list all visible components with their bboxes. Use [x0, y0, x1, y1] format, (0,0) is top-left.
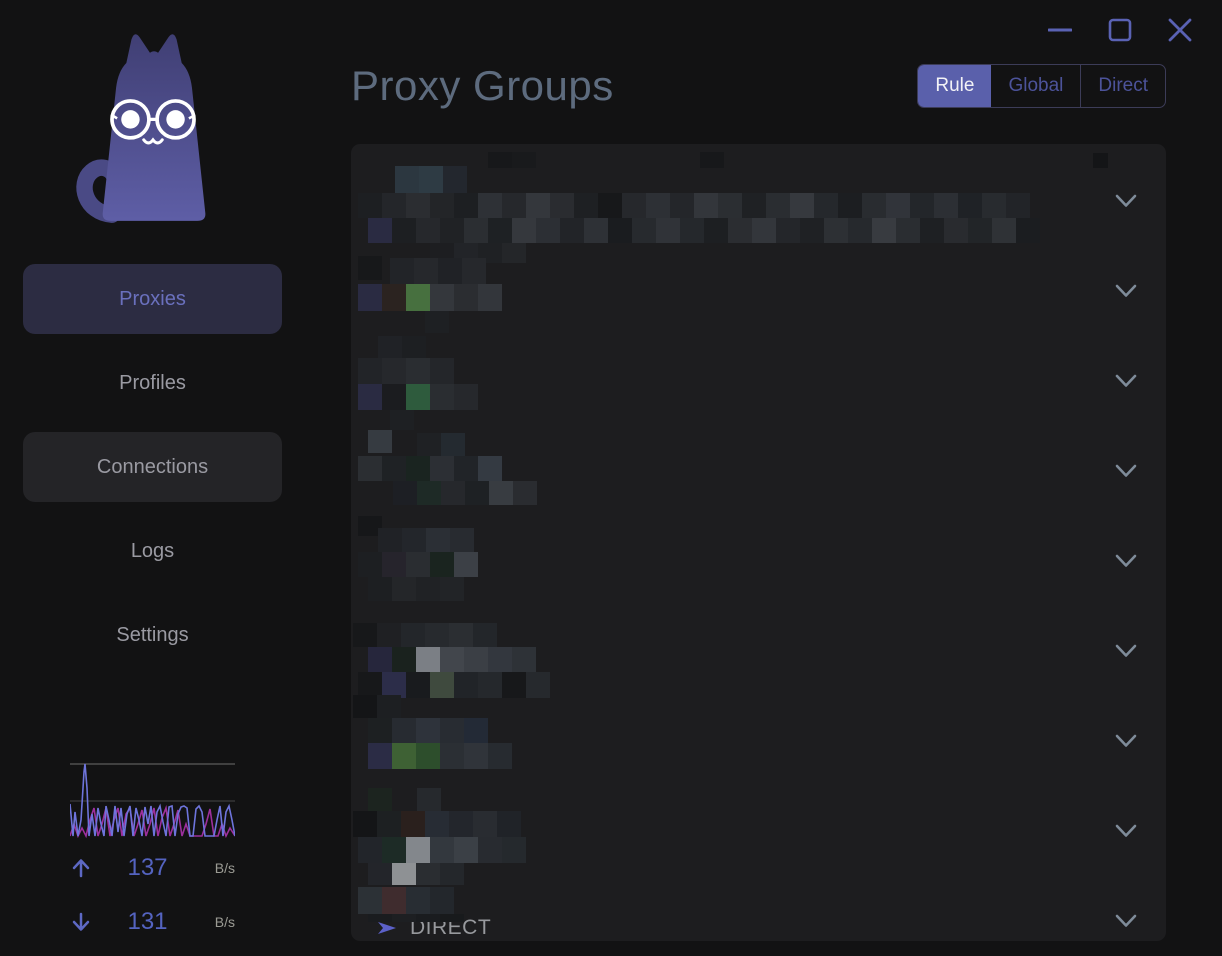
download-speed-unit: B/s [214, 914, 235, 930]
group-expand-chevron-icon[interactable] [1115, 284, 1137, 298]
up-arrow-icon [70, 857, 96, 879]
redacted-group-text [395, 166, 467, 193]
redacted-group-text [417, 433, 465, 456]
redacted-group-text [368, 914, 464, 922]
sidebar-item-proxies[interactable]: Proxies [23, 264, 282, 334]
redacted-group-text [358, 456, 502, 481]
upload-traffic-line [70, 763, 235, 837]
redacted-group-text [417, 788, 441, 811]
redacted-group-text [368, 647, 536, 672]
redacted-group-text [358, 837, 526, 863]
mode-global-button[interactable]: Global [991, 65, 1080, 107]
redacted-group-text [368, 718, 488, 743]
mode-toggle-group: Rule Global Direct [917, 64, 1166, 108]
redacted-group-text [368, 788, 392, 811]
main-content: Proxy Groups Rule Global Direct DIRECT [351, 54, 1166, 941]
redacted-group-text [425, 311, 449, 333]
redacted-group-text [353, 623, 497, 647]
close-button[interactable] [1157, 10, 1203, 50]
redacted-group-text [358, 256, 382, 280]
redacted-group-text [358, 887, 454, 914]
redacted-group-text [358, 672, 550, 698]
redacted-group-text [368, 430, 392, 453]
redacted-group-text [390, 258, 486, 284]
redacted-group-text [368, 218, 1040, 243]
cat-logo-icon [75, 34, 205, 223]
upload-speed-value: 137 [127, 854, 168, 881]
traffic-graph [70, 763, 235, 839]
minimize-button[interactable] [1037, 10, 1083, 50]
page-title: Proxy Groups [351, 62, 614, 109]
redacted-group-text [358, 358, 454, 384]
group-expand-chevron-icon[interactable] [1115, 914, 1137, 928]
upload-speed-row: 137 B/s [70, 852, 235, 884]
download-speed-row: 131 B/s [70, 906, 235, 938]
redacted-group-text [358, 552, 478, 577]
upload-speed-unit: B/s [214, 860, 235, 876]
window-controls [1037, 10, 1203, 50]
redacted-group-text [353, 695, 401, 718]
down-arrow-icon [70, 911, 96, 933]
mode-separator [1080, 65, 1082, 107]
redacted-group-text [393, 481, 537, 505]
sidebar: Proxies Profiles Connections Logs Settin… [0, 0, 305, 956]
maximize-button[interactable] [1097, 10, 1143, 50]
group-expand-chevron-icon[interactable] [1115, 374, 1137, 388]
group-expand-chevron-icon[interactable] [1115, 824, 1137, 838]
sidebar-item-connections[interactable]: Connections [23, 432, 282, 502]
mode-direct-button[interactable]: Direct [1081, 65, 1165, 107]
sidebar-item-settings[interactable]: Settings [23, 600, 282, 670]
minimize-icon [1048, 28, 1072, 32]
maximize-icon [1108, 18, 1132, 42]
redacted-group-text [378, 336, 426, 358]
redacted-group-text [1093, 153, 1108, 168]
redacted-group-text [368, 743, 512, 769]
download-speed-value: 131 [127, 908, 168, 935]
sidebar-item-logs[interactable]: Logs [23, 516, 282, 586]
traffic-section: 137 B/s 131 B/s [0, 756, 305, 956]
group-expand-chevron-icon[interactable] [1115, 194, 1137, 208]
redacted-group-text [700, 152, 724, 168]
main-header: Proxy Groups Rule Global Direct [351, 54, 1166, 118]
group-expand-chevron-icon[interactable] [1115, 734, 1137, 748]
redacted-group-text [368, 577, 464, 601]
app-logo [68, 22, 238, 232]
redacted-group-text [488, 152, 536, 168]
redacted-group-text [378, 528, 474, 552]
close-icon [1168, 18, 1192, 42]
redacted-group-text [358, 516, 382, 536]
group-expand-chevron-icon[interactable] [1115, 464, 1137, 478]
redacted-group-text [390, 410, 414, 430]
redacted-group-text [368, 863, 464, 885]
group-expand-chevron-icon[interactable] [1115, 644, 1137, 658]
redacted-group-text [358, 284, 502, 311]
redacted-group-text [353, 811, 521, 837]
send-arrow-icon [375, 918, 399, 938]
proxy-groups-panel: DIRECT [351, 144, 1166, 941]
sidebar-nav: Proxies Profiles Connections Logs Settin… [23, 264, 282, 670]
mode-rule-button[interactable]: Rule [918, 65, 992, 107]
redacted-group-text [358, 193, 1030, 218]
sidebar-item-profiles[interactable]: Profiles [23, 348, 282, 418]
redacted-group-text [358, 384, 478, 410]
group-expand-chevron-icon[interactable] [1115, 554, 1137, 568]
